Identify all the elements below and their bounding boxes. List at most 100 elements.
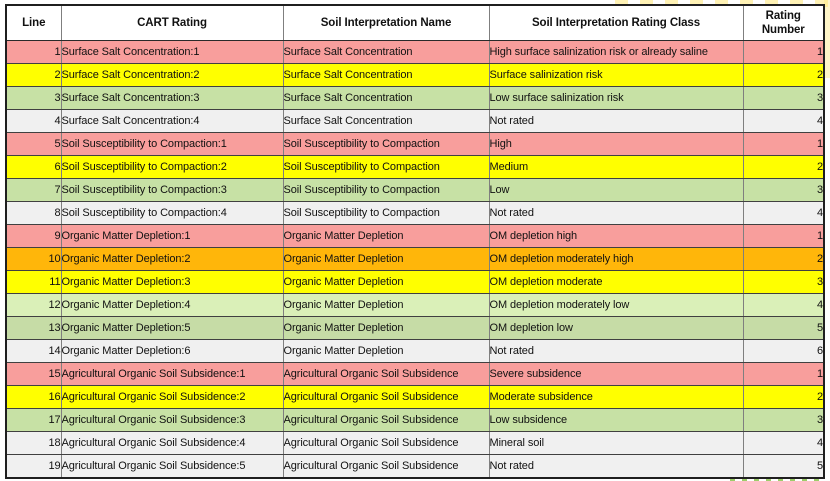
rating-number-cell: 3 [742,408,825,432]
rating-class-cell: OM depletion low [488,316,744,340]
table-row: 5 Soil Susceptibility to Compaction:1 So… [5,132,825,156]
cart-rating-cell: Organic Matter Depletion:3 [60,270,284,294]
soil-interpretation-name-cell: Soil Susceptibility to Compaction [282,201,490,225]
cart-rating-cell: Surface Salt Concentration:4 [60,109,284,133]
table-row: 6 Soil Susceptibility to Compaction:2 So… [5,155,825,179]
cart-rating-cell: Agricultural Organic Soil Subsidence:3 [60,408,284,432]
line-number-cell: 7 [5,178,62,202]
rating-class-cell: OM depletion high [488,224,744,248]
soil-interpretation-name-cell: Agricultural Organic Soil Subsidence [282,431,490,455]
table-row: 7 Soil Susceptibility to Compaction:3 So… [5,178,825,202]
rating-class-cell: OM depletion moderately low [488,293,744,317]
header-row: Line CART Rating Soil Interpretation Nam… [5,4,825,41]
soil-interpretation-name-cell: Organic Matter Depletion [282,339,490,363]
rating-class-cell: Not rated [488,454,744,479]
line-number-cell: 13 [5,316,62,340]
soil-interpretation-name-cell: Agricultural Organic Soil Subsidence [282,362,490,386]
rating-number-cell: 1 [742,362,825,386]
cart-rating-cell: Soil Susceptibility to Compaction:3 [60,178,284,202]
cart-rating-cell: Organic Matter Depletion:4 [60,293,284,317]
table-row: 9 Organic Matter Depletion:1 Organic Mat… [5,224,825,248]
rating-number-cell: 4 [742,201,825,225]
cart-rating-cell: Soil Susceptibility to Compaction:1 [60,132,284,156]
rating-number-cell: 5 [742,454,825,479]
line-number-cell: 12 [5,293,62,317]
table-row: 3 Surface Salt Concentration:3 Surface S… [5,86,825,110]
cart-rating-cell: Agricultural Organic Soil Subsidence:4 [60,431,284,455]
table-row: 12 Organic Matter Depletion:4 Organic Ma… [5,293,825,317]
line-number-cell: 1 [5,40,62,64]
rating-number-cell: 5 [742,316,825,340]
soil-interpretation-name-cell: Soil Susceptibility to Compaction [282,155,490,179]
rating-number-cell: 3 [742,86,825,110]
rating-class-cell: Low subsidence [488,408,744,432]
column-header-line: Line [5,4,62,41]
table-row: 4 Surface Salt Concentration:4 Surface S… [5,109,825,133]
rating-class-cell: Not rated [488,201,744,225]
rating-number-cell: 4 [742,431,825,455]
soil-interpretation-name-cell: Organic Matter Depletion [282,316,490,340]
rating-class-cell: High surface salinization risk or alread… [488,40,744,64]
rating-class-cell: OM depletion moderately high [488,247,744,271]
line-number-cell: 5 [5,132,62,156]
soil-interpretation-name-cell: Agricultural Organic Soil Subsidence [282,385,490,409]
line-number-cell: 4 [5,109,62,133]
cart-rating-cell: Agricultural Organic Soil Subsidence:1 [60,362,284,386]
line-number-cell: 8 [5,201,62,225]
column-header-cart-rating: CART Rating [60,4,284,41]
table-row: 2 Surface Salt Concentration:2 Surface S… [5,63,825,87]
cart-rating-cell: Surface Salt Concentration:2 [60,63,284,87]
table-row: 15 Agricultural Organic Soil Subsidence:… [5,362,825,386]
rating-number-cell: 3 [742,178,825,202]
soil-interpretation-name-cell: Agricultural Organic Soil Subsidence [282,408,490,432]
line-number-cell: 6 [5,155,62,179]
line-number-cell: 17 [5,408,62,432]
rating-number-cell: 3 [742,270,825,294]
line-number-cell: 2 [5,63,62,87]
rating-number-cell: 2 [742,247,825,271]
table-row: 17 Agricultural Organic Soil Subsidence:… [5,408,825,432]
line-number-cell: 15 [5,362,62,386]
line-number-cell: 14 [5,339,62,363]
soil-interpretation-name-cell: Organic Matter Depletion [282,247,490,271]
rating-class-cell: OM depletion moderate [488,270,744,294]
line-number-cell: 9 [5,224,62,248]
cart-rating-cell: Surface Salt Concentration:1 [60,40,284,64]
table-row: 18 Agricultural Organic Soil Subsidence:… [5,431,825,455]
table-row: 10 Organic Matter Depletion:2 Organic Ma… [5,247,825,271]
rating-number-cell: 4 [742,109,825,133]
column-header-soil-interpretation-rating-class: Soil Interpretation Rating Class [488,4,744,41]
line-number-cell: 3 [5,86,62,110]
table-row: 19 Agricultural Organic Soil Subsidence:… [5,454,825,479]
soil-interpretation-name-cell: Soil Susceptibility to Compaction [282,132,490,156]
cart-rating-cell: Organic Matter Depletion:6 [60,339,284,363]
line-number-cell: 19 [5,454,62,479]
line-number-cell: 16 [5,385,62,409]
rating-number-cell: 2 [742,155,825,179]
soil-interpretation-name-cell: Surface Salt Concentration [282,109,490,133]
rating-class-cell: Medium [488,155,744,179]
rating-class-cell: Severe subsidence [488,362,744,386]
cart-rating-cell: Agricultural Organic Soil Subsidence:2 [60,385,284,409]
column-header-rating-number: Rating Number [742,4,825,41]
soil-interpretation-name-cell: Organic Matter Depletion [282,270,490,294]
line-number-cell: 10 [5,247,62,271]
cart-rating-cell: Agricultural Organic Soil Subsidence:5 [60,454,284,479]
rating-class-cell: Moderate subsidence [488,385,744,409]
rating-class-cell: Low [488,178,744,202]
soil-interpretation-name-cell: Surface Salt Concentration [282,86,490,110]
cart-rating-cell: Organic Matter Depletion:5 [60,316,284,340]
table-row: 11 Organic Matter Depletion:3 Organic Ma… [5,270,825,294]
cart-rating-cell: Organic Matter Depletion:2 [60,247,284,271]
column-header-soil-interpretation-name: Soil Interpretation Name [282,4,490,41]
table-row: 8 Soil Susceptibility to Compaction:4 So… [5,201,825,225]
rating-class-cell: Mineral soil [488,431,744,455]
rating-number-cell: 1 [742,40,825,64]
rating-number-cell: 6 [742,339,825,363]
rating-class-cell: Not rated [488,339,744,363]
rating-number-cell: 4 [742,293,825,317]
soil-interpretation-name-cell: Soil Susceptibility to Compaction [282,178,490,202]
soil-interpretation-name-cell: Surface Salt Concentration [282,40,490,64]
soil-interpretation-name-cell: Organic Matter Depletion [282,224,490,248]
